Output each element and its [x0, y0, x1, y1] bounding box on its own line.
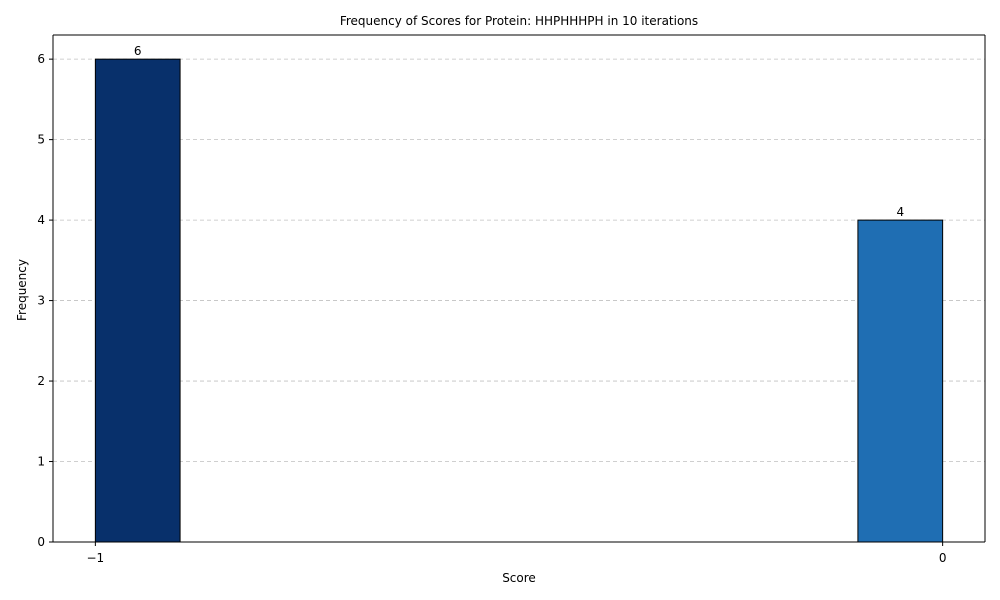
- axes: [52, 34, 986, 543]
- bars: [94, 58, 944, 543]
- x-tick-label-0: −1: [87, 551, 105, 565]
- y-tick-label-4: 4: [37, 213, 45, 227]
- y-tick-label-5: 5: [37, 133, 45, 147]
- data-label-1: 4: [896, 205, 904, 219]
- y-tick-label-6: 6: [37, 52, 45, 66]
- y-tick-label-3: 3: [37, 294, 45, 308]
- y-tick-label-0: 0: [37, 535, 45, 549]
- y-gridlines: [53, 58, 985, 543]
- x-axis-ticks: −1 0: [87, 542, 947, 565]
- y-tick-label-2: 2: [37, 374, 45, 388]
- data-labels: 64: [134, 44, 904, 219]
- y-axis-ticks: 0 1 2 3 4 5 6: [37, 52, 53, 549]
- x-axis-label: Score: [502, 571, 536, 585]
- y-tick-label-1: 1: [37, 455, 45, 469]
- bar-1: [857, 219, 944, 543]
- x-tick-label-1: 0: [939, 551, 947, 565]
- data-label-0: 6: [134, 44, 142, 58]
- chart-title: Frequency of Scores for Protein: HHPHHHP…: [340, 14, 698, 28]
- bar-0: [94, 58, 181, 543]
- y-axis-label: Frequency: [15, 259, 29, 321]
